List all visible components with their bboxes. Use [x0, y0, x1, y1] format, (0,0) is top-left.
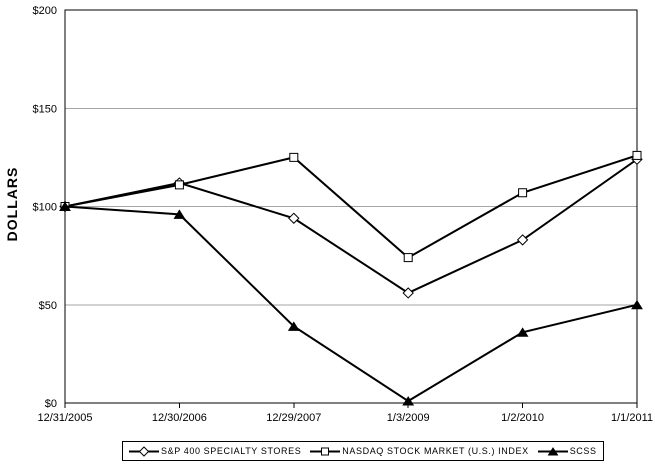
triangle-marker-icon — [287, 321, 300, 331]
square-marker-icon — [632, 150, 642, 160]
diamond-marker-icon — [402, 287, 414, 299]
triangle-marker-icon — [173, 209, 186, 219]
triangle-marker-icon — [547, 446, 559, 455]
square-marker-icon — [518, 188, 528, 198]
x-tick-label: 1/1/2011 — [611, 412, 653, 424]
y-tick-label: $150 — [33, 103, 57, 115]
series-line — [64, 154, 638, 259]
square-marker-icon — [403, 253, 413, 263]
series-line — [64, 205, 638, 403]
x-tick-label: 12/29/2007 — [266, 412, 321, 424]
legend-item-scss: SCSS — [537, 446, 597, 457]
triangle-marker-icon — [537, 446, 568, 455]
square-marker-icon — [289, 152, 299, 162]
x-tick-label: 1/2/2010 — [501, 412, 544, 424]
diamond-marker-icon — [129, 445, 159, 457]
triangle-marker-icon — [402, 396, 415, 406]
diamond-marker-icon — [516, 234, 529, 246]
legend-item-sp400: S&P 400 SPECIALTY STORES — [129, 445, 302, 457]
triangle-marker-icon — [59, 201, 71, 211]
y-tick-label: $0 — [45, 398, 57, 410]
diamond-marker-icon — [288, 212, 300, 224]
square-marker-icon — [310, 447, 341, 455]
legend-label-scss: SCSS — [569, 446, 597, 456]
diamond-marker-icon — [138, 445, 150, 457]
triangle-marker-icon — [516, 327, 529, 337]
x-tick-label: 1/3/2009 — [387, 412, 430, 424]
square-marker-icon — [174, 180, 184, 190]
y-tick-label: $50 — [39, 300, 57, 312]
triangle-marker-icon — [631, 299, 643, 310]
y-tick-label: $100 — [33, 202, 57, 214]
x-tick-label: 12/31/2005 — [37, 412, 92, 424]
legend: S&P 400 SPECIALTY STORES NASDAQ STOCK MA… — [122, 441, 604, 461]
square-marker-icon — [321, 447, 330, 455]
legend-label-nasdaq: NASDAQ STOCK MARKET (U.S.) INDEX — [342, 446, 529, 456]
legend-label-sp400: S&P 400 SPECIALTY STORES — [161, 446, 302, 456]
legend-item-nasdaq: NASDAQ STOCK MARKET (U.S.) INDEX — [310, 446, 528, 457]
x-tick-label: 12/30/2006 — [152, 412, 207, 424]
series-line — [64, 158, 638, 295]
y-tick-label: $200 — [33, 5, 57, 17]
